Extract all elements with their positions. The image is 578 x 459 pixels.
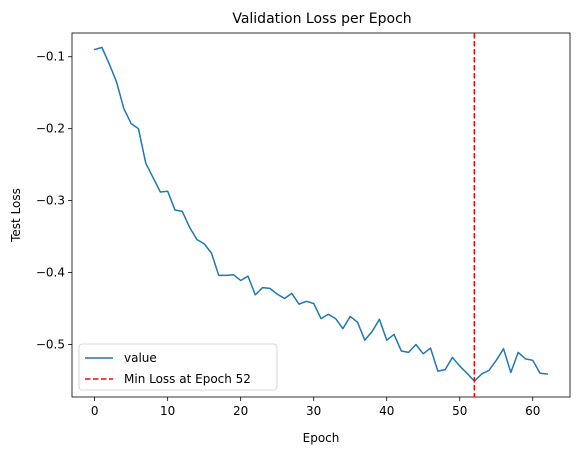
x-tick-label: 50 <box>452 404 467 418</box>
chart-title: Validation Loss per Epoch <box>232 11 411 27</box>
x-tick-label: 60 <box>525 404 540 418</box>
x-axis-label: Epoch <box>303 431 340 445</box>
y-tick-label: −0.3 <box>36 194 65 208</box>
legend-box <box>78 343 278 391</box>
x-tick-label: 30 <box>306 404 321 418</box>
y-tick-label: −0.5 <box>36 337 65 351</box>
series-layer <box>93 33 549 397</box>
legend: value Min Loss at Epoch 52 <box>78 343 278 391</box>
y-axis-ticks: −0.1 −0.2 −0.3 −0.4 −0.5 <box>36 50 72 351</box>
x-axis-ticks: 0 10 20 30 40 50 60 <box>91 397 540 418</box>
x-tick-label: 20 <box>233 404 248 418</box>
x-tick-label: 10 <box>160 404 175 418</box>
y-tick-label: −0.4 <box>36 266 65 280</box>
x-tick-label: 40 <box>379 404 394 418</box>
y-tick-label: −0.1 <box>36 50 65 64</box>
y-axis-label: Test Loss <box>9 188 23 243</box>
legend-label: value <box>124 351 157 365</box>
series-line-value <box>93 46 549 382</box>
x-tick-label: 0 <box>91 404 99 418</box>
y-tick-label: −0.2 <box>36 122 65 136</box>
plot-frame <box>71 32 571 398</box>
legend-label: Min Loss at Epoch 52 <box>124 372 251 386</box>
